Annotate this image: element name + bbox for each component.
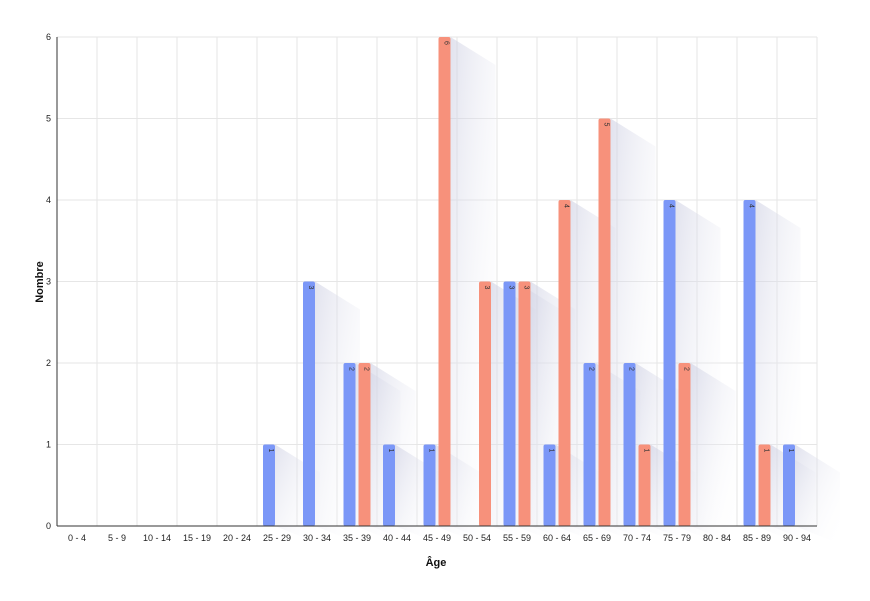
bar-series-1 bbox=[623, 363, 636, 526]
y-tick-label: 0 bbox=[46, 521, 51, 531]
y-tick-label: 4 bbox=[46, 195, 51, 205]
x-tick-label: 5 - 9 bbox=[108, 533, 126, 543]
bar-value-label: 5 bbox=[603, 123, 610, 127]
bar-series-2 bbox=[638, 444, 651, 526]
bar-value-label: 1 bbox=[267, 449, 274, 453]
bar-shadow bbox=[690, 363, 736, 544]
x-tick-label: 20 - 24 bbox=[223, 533, 251, 543]
x-tick-label: 80 - 84 bbox=[703, 533, 731, 543]
bar-series-2 bbox=[358, 363, 371, 526]
x-tick-label: 40 - 44 bbox=[383, 533, 411, 543]
bar-value-label: 1 bbox=[763, 449, 770, 453]
x-tick-label: 55 - 59 bbox=[503, 533, 531, 543]
bar-value-label: 2 bbox=[683, 367, 690, 371]
bar-value-label: 3 bbox=[483, 286, 490, 290]
bar-value-label: 1 bbox=[387, 449, 394, 453]
bar-series-1 bbox=[303, 281, 315, 526]
bar-value-label: 1 bbox=[643, 449, 650, 453]
bar-value-label: 2 bbox=[628, 367, 635, 371]
bar-value-label: 2 bbox=[348, 367, 355, 371]
x-tick-label: 75 - 79 bbox=[663, 533, 691, 543]
bar-series-1 bbox=[343, 363, 356, 526]
bar-value-label: 3 bbox=[307, 286, 314, 290]
bar-series-2 bbox=[558, 200, 571, 526]
bar-series-1 bbox=[503, 281, 516, 526]
bar-shadow bbox=[795, 444, 840, 544]
x-tick-label: 0 - 4 bbox=[68, 533, 86, 543]
bar-value-label: 3 bbox=[508, 286, 515, 290]
bar-value-label: 4 bbox=[748, 204, 755, 208]
bar-series-1 bbox=[263, 444, 275, 526]
x-tick-label: 65 - 69 bbox=[583, 533, 611, 543]
bar-value-label: 3 bbox=[523, 286, 530, 290]
bar-value-label: 1 bbox=[787, 449, 794, 453]
bar-series-1 bbox=[383, 444, 395, 526]
x-tick-label: 85 - 89 bbox=[743, 533, 771, 543]
bar-value-label: 1 bbox=[428, 449, 435, 453]
bar-series-2 bbox=[758, 444, 771, 526]
bar-series-2 bbox=[678, 363, 691, 526]
y-tick-label: 2 bbox=[46, 358, 51, 368]
x-tick-label: 90 - 94 bbox=[783, 533, 811, 543]
bars: 1 3 2 2 1 1 6 3 3 3 1 4 2 5 2 1 4 2 4 1 1 bbox=[263, 37, 795, 526]
bar-series-2 bbox=[598, 118, 611, 526]
x-tick-label: 10 - 14 bbox=[143, 533, 171, 543]
x-axis-title: Âge bbox=[426, 556, 447, 569]
x-tick-label: 15 - 19 bbox=[183, 533, 211, 543]
bar-value-label: 6 bbox=[443, 41, 450, 45]
bar-value-label: 4 bbox=[668, 204, 675, 208]
x-tick-label: 25 - 29 bbox=[263, 533, 291, 543]
x-tick-label: 50 - 54 bbox=[463, 533, 491, 543]
x-tick-label: 35 - 39 bbox=[343, 533, 371, 543]
y-tick-label: 6 bbox=[46, 32, 51, 42]
bar-series-1 bbox=[783, 444, 795, 526]
y-tick-label: 1 bbox=[46, 440, 51, 450]
bar-value-label: 2 bbox=[588, 367, 595, 371]
bar-series-1 bbox=[543, 444, 556, 526]
y-tick-label: 5 bbox=[46, 114, 51, 124]
bar-series-2 bbox=[438, 37, 451, 526]
bar-series-1 bbox=[743, 200, 756, 526]
y-axis-title: Nombre bbox=[34, 261, 46, 303]
bar-series-1 bbox=[583, 363, 596, 526]
bar-series-2 bbox=[518, 281, 531, 526]
x-tick-label: 45 - 49 bbox=[423, 533, 451, 543]
x-tick-label: 60 - 64 bbox=[543, 533, 571, 543]
bar-series-1 bbox=[663, 200, 676, 526]
bar-value-label: 2 bbox=[363, 367, 370, 371]
bar-series-1 bbox=[423, 444, 436, 526]
x-tick-label: 70 - 74 bbox=[623, 533, 651, 543]
bar-value-label: 4 bbox=[563, 204, 570, 208]
bar-value-label: 1 bbox=[548, 449, 555, 453]
y-tick-label: 3 bbox=[46, 277, 51, 287]
bar-series-2 bbox=[479, 281, 491, 526]
x-tick-label: 30 - 34 bbox=[303, 533, 331, 543]
